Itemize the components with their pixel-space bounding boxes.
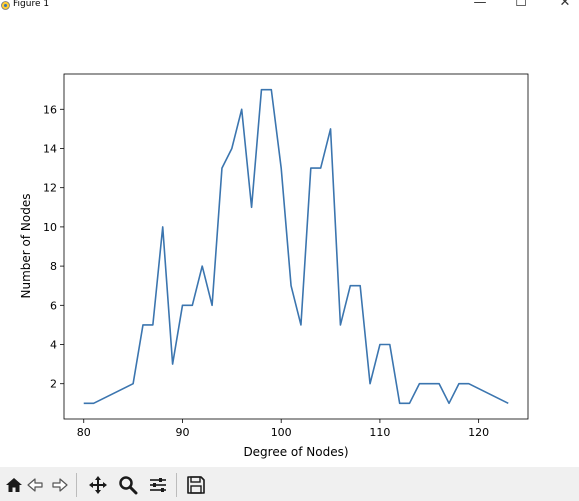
y-tick-label: 8 bbox=[50, 260, 57, 273]
x-tick-label: 110 bbox=[369, 426, 390, 439]
x-tick-label: 100 bbox=[271, 426, 292, 439]
home-icon[interactable] bbox=[4, 475, 24, 495]
save-icon[interactable] bbox=[186, 475, 206, 495]
figure-canvas: 80 90 100 110 120 2 4 6 8 10 12 14 16 Degree of Nod… bbox=[0, 14, 579, 467]
pan-icon[interactable] bbox=[88, 475, 108, 495]
y-tick-label: 6 bbox=[50, 299, 57, 312]
x-tick-label: 120 bbox=[468, 426, 489, 439]
configure-subplots-icon[interactable] bbox=[148, 475, 168, 495]
toolbar-separator bbox=[176, 473, 177, 497]
x-tick-label: 80 bbox=[77, 426, 91, 439]
x-tick-label: 90 bbox=[175, 426, 189, 439]
y-tick-label: 12 bbox=[43, 182, 57, 195]
y-tick-label: 10 bbox=[43, 221, 57, 234]
navigation-toolbar bbox=[0, 467, 579, 501]
close-icon[interactable]: ✕ bbox=[555, 0, 575, 11]
y-tick-label: 2 bbox=[50, 378, 57, 391]
y-axis-label: Number of Nodes bbox=[19, 194, 33, 299]
window-title: Figure 1 bbox=[13, 0, 49, 10]
minimize-icon[interactable]: — bbox=[470, 0, 490, 11]
zoom-icon[interactable] bbox=[118, 475, 138, 495]
line-chart: 80 90 100 110 120 2 4 6 8 10 12 14 16 Degree of Nod… bbox=[0, 14, 579, 467]
window-titlebar: Figure 1 — ☐ ✕ bbox=[0, 0, 579, 14]
y-tick-label: 16 bbox=[43, 103, 57, 116]
y-tick-label: 4 bbox=[50, 339, 57, 352]
maximize-icon[interactable]: ☐ bbox=[511, 0, 531, 11]
plot-area bbox=[64, 74, 528, 419]
y-tick-label: 14 bbox=[43, 142, 57, 155]
x-axis-label: Degree of Nodes) bbox=[243, 445, 348, 459]
app-icon bbox=[0, 0, 11, 11]
toolbar-separator bbox=[76, 473, 77, 497]
forward-arrow-icon[interactable] bbox=[49, 475, 69, 495]
back-arrow-icon[interactable] bbox=[26, 475, 46, 495]
